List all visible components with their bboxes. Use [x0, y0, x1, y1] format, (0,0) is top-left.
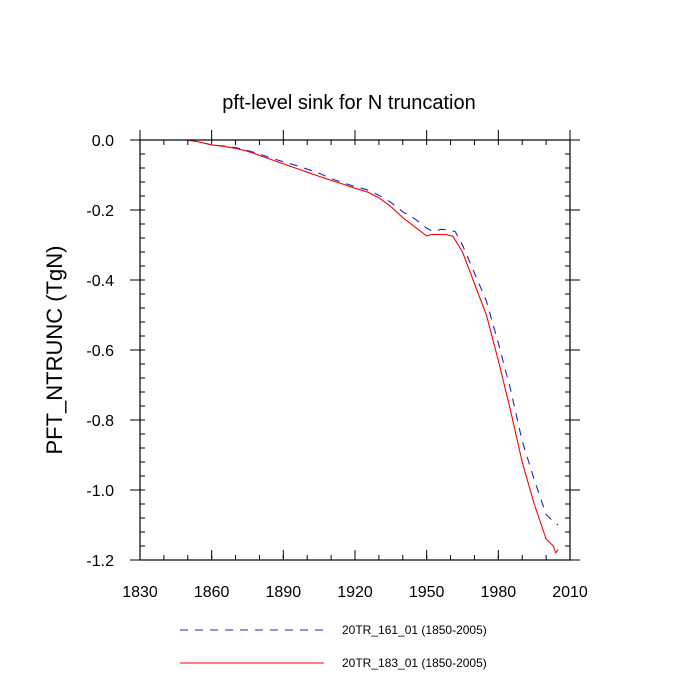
y-tick-label: -0.4	[86, 273, 114, 290]
axis-ticks	[130, 130, 580, 561]
x-tick-label: 1830	[122, 584, 158, 601]
y-tick-label: -0.8	[86, 413, 114, 430]
y-tick-label: -0.2	[86, 203, 114, 220]
series-line-1	[187, 139, 559, 526]
x-tick-label: 1890	[266, 584, 302, 601]
legend-label-series-1: 20TR_161_01 (1850-2005)	[342, 623, 487, 637]
legend-label-series-2: 20TR_183_01 (1850-2005)	[342, 656, 487, 670]
legend: 20TR_161_01 (1850-2005) 20TR_183_01 (185…	[180, 623, 487, 670]
x-tick-label: 1950	[409, 584, 445, 601]
tick-labels: 1830 1860 1890 1920 1950 1980 2010 0.0 -0.2 -0.4 -…	[86, 133, 587, 601]
x-tick-label: 2010	[552, 584, 588, 601]
x-tick-label: 1920	[337, 584, 373, 601]
series-line-2	[187, 139, 559, 554]
plot-frame	[139, 139, 571, 561]
series-lines	[187, 139, 559, 554]
y-axis-label: PFT_NTRUNC (TgN)	[42, 246, 67, 455]
y-tick-label: 0.0	[92, 133, 114, 150]
chart-title: pft-level sink for N truncation	[222, 92, 475, 114]
y-tick-label: -1.2	[86, 553, 114, 570]
y-tick-label: -1.0	[86, 483, 114, 500]
x-tick-label: 1980	[481, 584, 517, 601]
x-tick-label: 1860	[194, 584, 230, 601]
y-tick-label: -0.6	[86, 343, 114, 360]
